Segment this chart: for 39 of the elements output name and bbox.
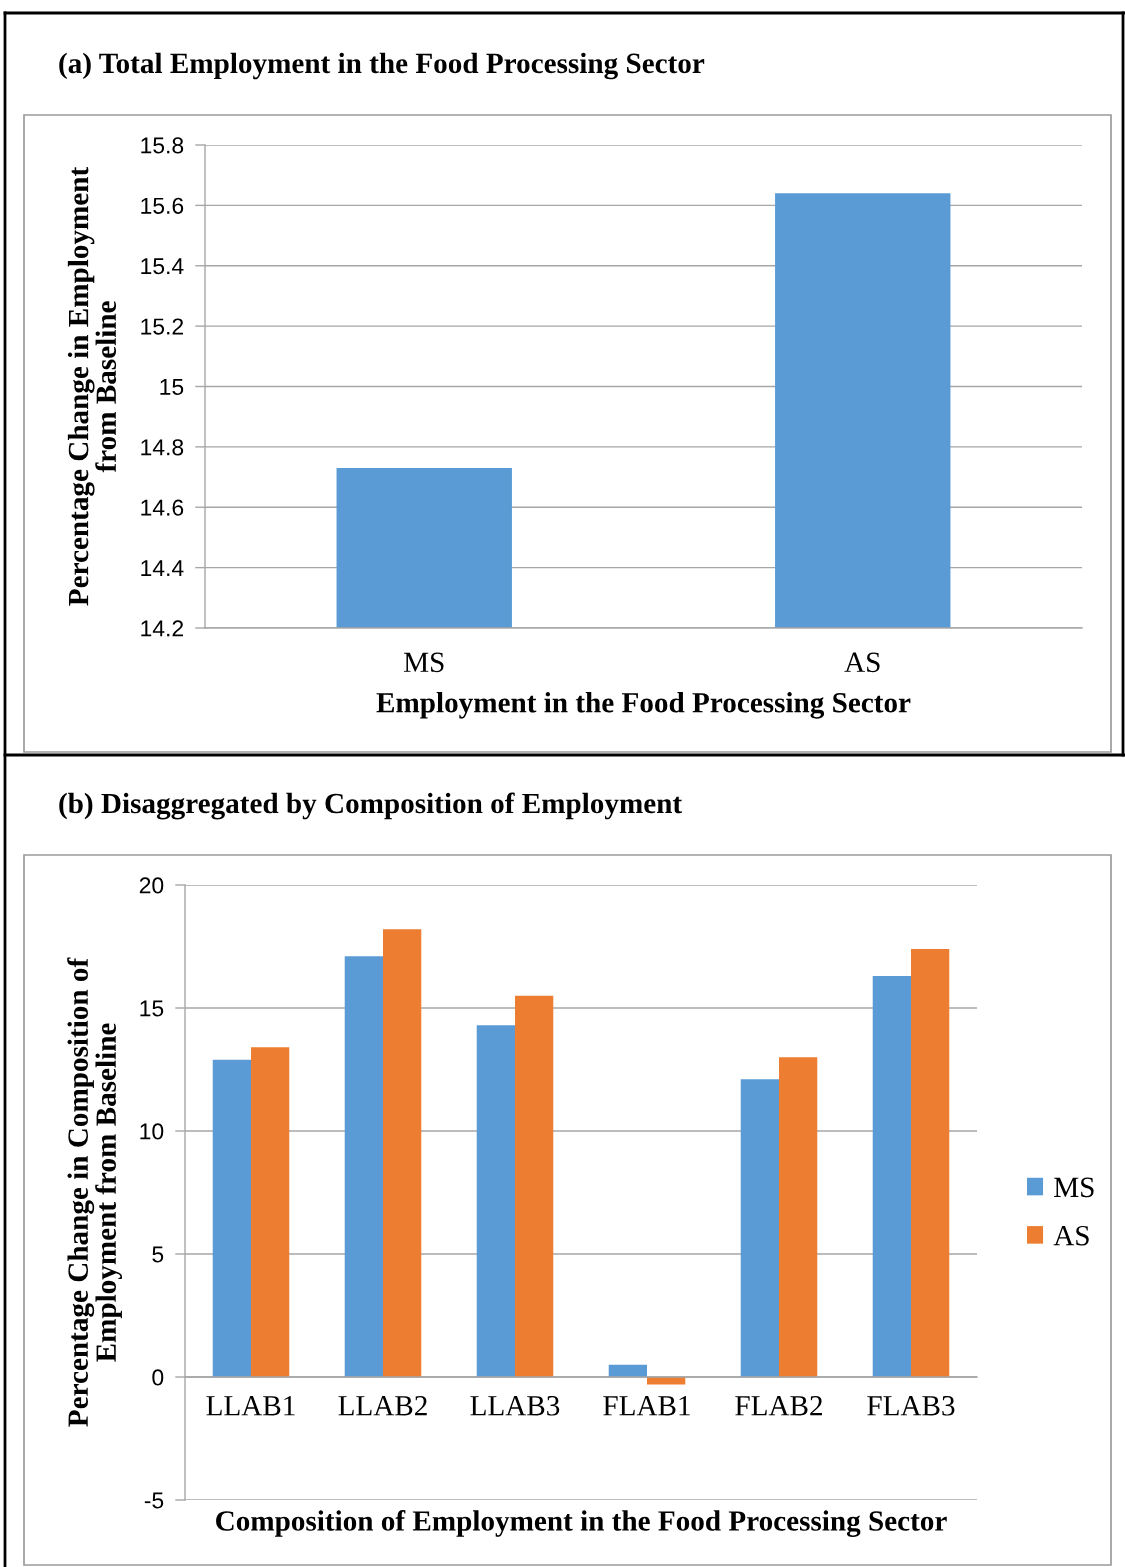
- y-tick-label: 15.4: [141, 258, 184, 275]
- bar: [212, 1059, 251, 1377]
- bar: [383, 929, 422, 1377]
- chart-title: (a) Total Employment in the Food Processing Sector: [59, 52, 705, 80]
- x-axis-title: Composition of Employment in the Food Processing Sector: [216, 1510, 947, 1537]
- y-tick-label: 14.2: [141, 620, 184, 637]
- bar: [911, 948, 950, 1377]
- x-tick-label: FLAB1: [603, 1396, 690, 1416]
- y-tick-label: -5: [144, 1492, 164, 1509]
- bar: [344, 956, 383, 1377]
- y-axis-title: Percentage Change in Employment from Baseline: [67, 166, 117, 606]
- x-tick-label: FLAB2: [735, 1395, 822, 1416]
- y-tick-label: 5: [152, 1246, 164, 1263]
- y-tick-label: 0: [152, 1369, 164, 1386]
- y-tick-label: 10: [140, 1123, 164, 1140]
- y-tick-label: 15: [160, 379, 184, 396]
- bar: [515, 995, 554, 1377]
- bar: [251, 1047, 290, 1377]
- legend-label: MS: [1054, 1177, 1094, 1198]
- chart-title: (b) Disaggregated by Composition of Employment: [59, 792, 683, 820]
- y-tick-label: 14.6: [141, 499, 184, 516]
- y-tick-label: 15: [140, 1000, 164, 1017]
- y-tick-label: 20: [139, 877, 164, 894]
- x-tick-label: FLAB3: [867, 1395, 955, 1416]
- x-tick-label: LLAB3: [470, 1395, 560, 1416]
- y-tick-label: 15.2: [141, 318, 184, 335]
- bar: [476, 1025, 515, 1377]
- y-axis-title: Percentage Change in Composition of Employment from Baseline: [67, 957, 122, 1427]
- x-axis-title: Employment in the Food Processing Sector: [376, 692, 911, 719]
- y-tick-label: 15.8: [141, 137, 184, 154]
- legend-label: AS: [1053, 1225, 1089, 1246]
- y-tick-label: 14.4: [141, 560, 184, 576]
- y-tick-label: 14.8: [141, 439, 184, 456]
- x-tick-label: LLAB1: [206, 1396, 295, 1416]
- bar: [779, 1057, 818, 1377]
- bar: [872, 976, 911, 1377]
- bar: [740, 1079, 779, 1377]
- x-tick-label: LLAB2: [338, 1395, 427, 1416]
- y-tick-label: 15.6: [141, 197, 184, 214]
